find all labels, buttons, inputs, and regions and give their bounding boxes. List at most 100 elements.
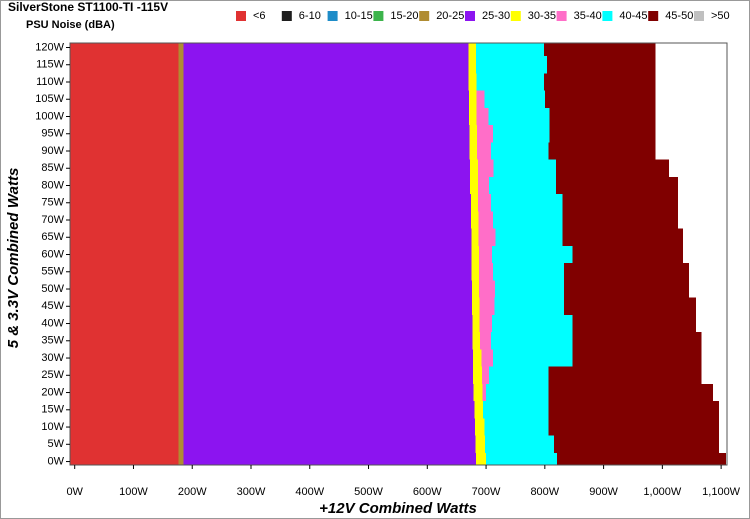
noise-cell [471,245,480,264]
x-tick-label: 700W [472,486,501,498]
noise-cell [70,245,179,264]
noise-cell [477,176,489,195]
noise-cell [493,125,550,143]
legend-swatch [510,11,521,21]
noise-cell [548,418,719,436]
noise-cell [548,383,713,402]
noise-cell [478,211,494,229]
noise-cell [178,228,184,246]
noise-cell [572,245,683,264]
noise-cell [178,194,184,212]
y-tick-label: 50W [41,283,64,295]
noise-cell [478,228,496,246]
noise-cell [183,332,473,350]
noise-cell [70,73,179,91]
y-tick-label: 30W [41,352,64,364]
noise-cell [70,176,179,195]
noise-cell [572,332,702,350]
noise-cell [544,73,656,91]
noise-cell [183,280,472,298]
noise-cell [183,366,474,384]
noise-cell [479,314,492,333]
noise-cell [549,107,656,126]
y-tick-label: 45W [41,300,64,312]
noise-cell [490,194,563,212]
noise-cell [183,401,475,419]
noise-cell [70,90,179,108]
noise-cell [472,332,481,350]
noise-cell [178,383,184,402]
noise-cell [70,383,179,402]
noise-cell [480,332,491,350]
noise-cell [178,314,184,333]
noise-cell [183,56,469,74]
noise-cell [476,73,545,91]
noise-cell [555,159,669,177]
noise-cell [183,435,476,453]
noise-cell [183,142,470,160]
noise-cell [70,194,179,212]
noise-cell [554,435,719,453]
legend-label: 15-20 [390,10,418,22]
noise-cell [491,314,573,333]
noise-cell [476,452,487,465]
noise-cell [183,211,471,229]
x-tick-label: 100W [119,486,148,498]
noise-cell [475,435,485,453]
x-tick-label: 900W [589,486,618,498]
legend-swatch [419,11,430,21]
x-tick-label: 1,000W [643,486,682,498]
legend-swatch [236,11,246,21]
legend-label: 25-30 [482,10,510,22]
noise-cell [70,56,179,74]
y-tick-label: 105W [35,93,64,105]
noise-cell [564,280,689,298]
noise-cell [469,90,477,108]
legend-swatch [327,11,338,21]
noise-cell [481,366,489,384]
legend-label: <6 [253,10,266,22]
legend-swatch [694,11,704,21]
noise-cell [178,245,184,264]
noise-cell [548,142,656,160]
y-tick-label: 20W [41,386,64,398]
noise-cell [479,245,492,264]
x-axis-title: +12V Combined Watts [319,500,477,517]
legend-label: >50 [711,10,730,22]
legend-swatch [648,11,659,21]
y-tick-label: 60W [41,248,64,260]
noise-cell [548,401,719,419]
noise-cell [490,142,549,160]
noise-cell [482,383,487,402]
noise-cell [473,383,483,402]
noise-cell [564,263,689,281]
noise-cell [178,43,184,57]
legend-label: 45-50 [665,10,693,22]
legend-label: 30-35 [528,10,556,22]
noise-cell [479,280,495,298]
y-tick-label: 85W [41,162,64,174]
noise-cell [178,401,184,419]
noise-cell [183,263,472,281]
noise-cell [470,211,479,229]
noise-cell [183,90,470,108]
legend-label: 35-40 [574,10,602,22]
noise-cell [178,435,184,453]
y-tick-label: 55W [41,266,64,278]
y-tick-label: 15W [41,404,64,416]
noise-cell [183,159,471,177]
chart-title: SilverStone ST1100-TI -115V [8,0,168,14]
noise-cell [486,383,549,402]
noise-cell [471,263,480,281]
y-tick-label: 70W [41,214,64,226]
noise-cell [493,159,556,177]
noise-cell [178,211,184,229]
noise-cell [547,56,656,74]
noise-cell [474,401,484,419]
noise-cell [488,366,549,384]
noise-cell [469,142,478,160]
noise-cell [470,194,478,212]
y-tick-label: 110W [36,76,65,88]
